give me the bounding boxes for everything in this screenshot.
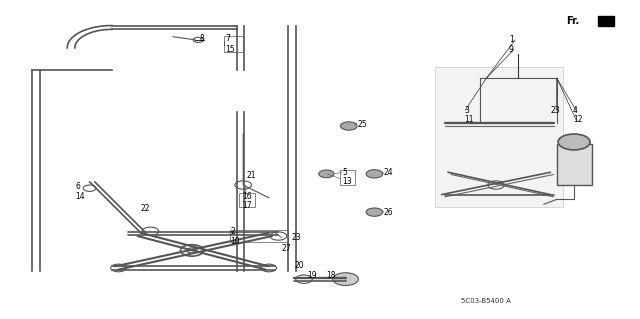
Circle shape <box>340 122 357 130</box>
Text: 22: 22 <box>141 204 150 213</box>
Text: 5: 5 <box>342 168 348 177</box>
Bar <box>557 144 592 185</box>
Text: 3: 3 <box>464 106 469 115</box>
Text: 11: 11 <box>464 115 474 124</box>
Circle shape <box>319 170 334 178</box>
Text: 6: 6 <box>76 182 81 191</box>
Text: 18: 18 <box>326 271 336 280</box>
Text: 7: 7 <box>225 34 230 43</box>
Circle shape <box>333 273 358 286</box>
Text: 2: 2 <box>230 227 235 236</box>
Circle shape <box>366 170 383 178</box>
Text: 1: 1 <box>509 35 513 44</box>
Text: 16: 16 <box>242 192 252 201</box>
Text: 23: 23 <box>291 233 301 242</box>
Text: 8: 8 <box>200 34 204 43</box>
Text: 15: 15 <box>225 45 235 54</box>
Text: 9: 9 <box>509 45 514 54</box>
Bar <box>230 230 288 242</box>
Text: 19: 19 <box>307 271 317 280</box>
Text: 23: 23 <box>550 106 560 115</box>
Text: 4: 4 <box>573 106 578 115</box>
Text: 27: 27 <box>282 244 291 253</box>
Text: 20: 20 <box>294 261 304 270</box>
Text: 17: 17 <box>242 201 252 210</box>
Circle shape <box>366 208 383 216</box>
Circle shape <box>558 134 590 150</box>
Text: 14: 14 <box>76 192 85 201</box>
Text: 24: 24 <box>384 168 394 177</box>
Text: 5C03-B5400 A: 5C03-B5400 A <box>461 299 511 304</box>
Polygon shape <box>598 16 614 26</box>
Text: 12: 12 <box>573 115 582 124</box>
Bar <box>340 170 355 185</box>
Text: Fr.: Fr. <box>566 16 580 26</box>
Text: 13: 13 <box>342 177 352 186</box>
Text: 10: 10 <box>230 237 240 246</box>
Bar <box>239 193 255 207</box>
Bar <box>435 67 563 207</box>
Bar <box>224 36 243 52</box>
Text: 26: 26 <box>384 208 394 217</box>
Text: 21: 21 <box>246 171 256 180</box>
Text: 25: 25 <box>357 120 367 129</box>
